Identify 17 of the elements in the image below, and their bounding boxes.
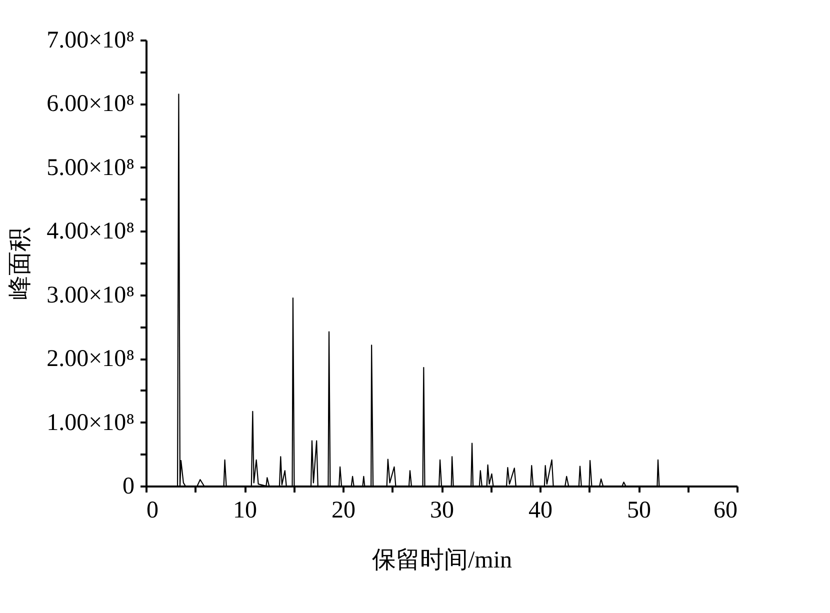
x-tick-label: 60 [714, 498, 738, 524]
x-tick-label: 0 [146, 498, 158, 524]
x-tick-label: 10 [233, 498, 257, 524]
x-tick-label: 40 [528, 498, 552, 524]
x-axis-title: 保留时间/min [372, 548, 512, 574]
y-tick-label: 3.00×10⁸ [46, 282, 134, 308]
y-tick-label: 6.00×10⁸ [46, 91, 134, 118]
y-tick-label: 1.00×10⁸ [46, 410, 134, 436]
y-tick-label: 2.00×10⁸ [46, 346, 134, 372]
y-tick-label: 7.00×10⁸ [46, 28, 134, 54]
x-tick-label: 30 [430, 498, 454, 524]
y-tick-label: 0 [122, 474, 134, 500]
y-axis-title: 峰面积 [8, 228, 34, 300]
y-tick-label: 5.00×10⁸ [46, 154, 134, 181]
x-tick-label: 20 [332, 498, 356, 524]
x-tick-label: 50 [627, 498, 651, 524]
y-tick-label: 4.00×10⁸ [46, 218, 134, 245]
